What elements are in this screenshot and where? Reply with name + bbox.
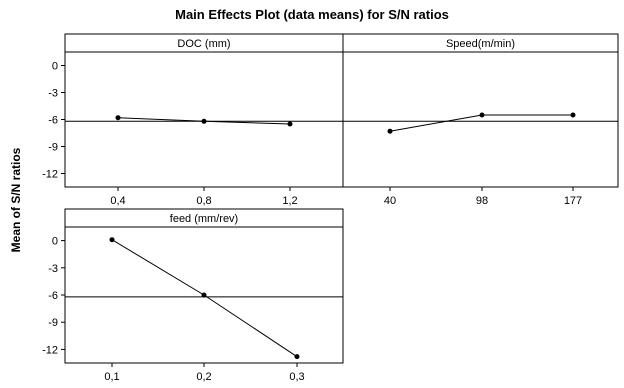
y-tick-label: -9 <box>48 317 58 329</box>
data-point <box>109 237 115 243</box>
panel-1: DOC (mm) 0 -3 -6 -9 -12 0,4 0,8 1,2 <box>42 33 344 207</box>
data-point <box>201 292 207 298</box>
x-tick-label: 0,2 <box>196 371 211 383</box>
panel-strip-label: Speed(m/min) <box>446 38 515 50</box>
panel-frame <box>342 51 619 188</box>
x-tick-label: 0,8 <box>196 195 211 207</box>
x-tick-label: 0,4 <box>110 195 125 207</box>
series-line <box>111 239 298 358</box>
data-point <box>201 118 207 124</box>
y-tick-label: -6 <box>48 290 58 302</box>
data-point <box>287 121 293 127</box>
y-tick-label: -12 <box>42 344 58 356</box>
y-axis-label: Mean of S/N ratios <box>9 147 23 252</box>
panel-2: Speed(m/min) 40 98 177 <box>342 33 619 207</box>
x-tick-label: 0,1 <box>104 371 119 383</box>
data-point <box>115 115 121 121</box>
y-tick-label: -3 <box>48 263 58 275</box>
panel-3: feed (mm/rev) 0 -3 -6 -9 -12 0,1 0,2 0,3 <box>42 208 344 383</box>
y-tick-label: -9 <box>48 142 58 154</box>
panel-strip-label: feed (mm/rev) <box>170 213 238 225</box>
data-point <box>570 112 576 118</box>
y-tick-label: -12 <box>42 169 58 181</box>
x-tick-label: 40 <box>384 195 396 207</box>
x-tick-label: 1,2 <box>282 195 297 207</box>
y-tick-label: -3 <box>48 88 58 100</box>
chart-title: Main Effects Plot (data means) for S/N r… <box>175 7 449 22</box>
data-point <box>387 128 393 134</box>
y-tick-label: 0 <box>52 61 58 73</box>
panel-strip-label: DOC (mm) <box>177 38 230 50</box>
y-tick-label: -6 <box>48 115 58 127</box>
x-tick-label: 177 <box>564 195 582 207</box>
panels-group: DOC (mm) 0 -3 -6 -9 -12 0,4 0,8 1,2 Speed(m/min) 4… <box>42 33 619 383</box>
x-tick-label: 98 <box>476 195 488 207</box>
data-point <box>294 354 300 360</box>
data-point <box>479 112 485 118</box>
x-tick-label: 0,3 <box>289 371 304 383</box>
y-tick-label: 0 <box>52 236 58 248</box>
